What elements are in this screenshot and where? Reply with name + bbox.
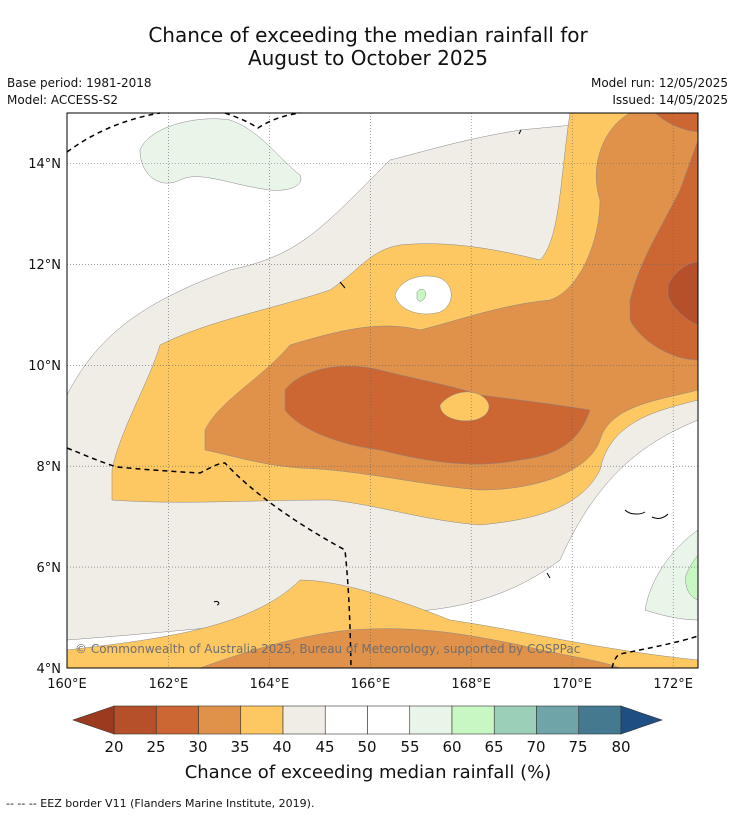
region-55-60-nw bbox=[139, 118, 302, 191]
colorbar-tick: 75 bbox=[568, 738, 587, 756]
colorbar-tick: 25 bbox=[146, 738, 165, 756]
colorbar-bin bbox=[198, 705, 242, 735]
lon-label: 168°E bbox=[451, 677, 491, 692]
lon-label: 170°E bbox=[552, 677, 592, 692]
region-35-40-island bbox=[439, 391, 490, 421]
colorbar-tick: 20 bbox=[104, 738, 123, 756]
eez-footnote: -- -- -- EEZ border V11 (Flanders Marine… bbox=[6, 797, 315, 810]
lat-label: 8°N bbox=[37, 460, 62, 475]
colorbar-high-extension bbox=[620, 705, 663, 735]
colorbar-label: Chance of exceeding median rainfall (%) bbox=[185, 762, 552, 783]
lon-label: 172°E bbox=[653, 677, 693, 692]
colorbar-tick: 50 bbox=[357, 738, 376, 756]
colorbar-bin bbox=[155, 705, 199, 735]
colorbar-bin bbox=[324, 705, 368, 735]
colorbar-tick: 40 bbox=[272, 738, 291, 756]
colorbar-tick: 60 bbox=[442, 738, 461, 756]
region-25-30 bbox=[284, 365, 591, 465]
region-25-30-ne bbox=[654, 113, 698, 133]
issued-date: Issued: 14/05/2025 bbox=[612, 93, 728, 107]
colorbar-tick: 35 bbox=[230, 738, 249, 756]
colorbar bbox=[72, 705, 663, 735]
lat-label: 14°N bbox=[28, 157, 61, 172]
colorbar-bin bbox=[240, 705, 284, 735]
colorbar-tick: 65 bbox=[484, 738, 503, 756]
lon-label: 164°E bbox=[250, 677, 290, 692]
colorbar-tick: 45 bbox=[315, 738, 334, 756]
map-title-line-1: Chance of exceeding the median rainfall … bbox=[148, 23, 588, 47]
latitude-labels: 14°N 12°N 10°N 8°N 6°N 4°N bbox=[28, 157, 61, 677]
map-title-line-2: August to October 2025 bbox=[247, 46, 489, 70]
colorbar-bin bbox=[409, 705, 453, 735]
island-outlines bbox=[213, 129, 669, 606]
colorbar-bin bbox=[113, 705, 157, 735]
model-name: Model: ACCESS-S2 bbox=[7, 93, 119, 107]
colorbar-bin bbox=[367, 705, 411, 735]
rainfall-probability-field bbox=[67, 113, 698, 668]
colorbar-bin bbox=[493, 705, 537, 735]
colorbar-tick: 80 bbox=[611, 738, 630, 756]
lat-label: 12°N bbox=[28, 258, 61, 273]
region-60-65-se bbox=[685, 554, 698, 601]
model-run-date: Model run: 12/05/2025 bbox=[590, 76, 728, 90]
colorbar-bin bbox=[578, 705, 622, 735]
longitude-labels: 160°E 162°E 164°E 166°E 168°E 170°E 172°… bbox=[47, 677, 693, 692]
colorbar-tick: 30 bbox=[188, 738, 207, 756]
lon-label: 166°E bbox=[351, 677, 391, 692]
colorbar-tick-labels: 20 25 30 35 40 45 50 55 60 65 70 75 80 bbox=[104, 738, 630, 756]
colorbar-tick: 70 bbox=[526, 738, 545, 756]
region-35-40-south bbox=[67, 579, 698, 668]
region-30-35-south bbox=[199, 628, 621, 668]
lat-label: 4°N bbox=[37, 662, 62, 677]
colorbar-tick: 55 bbox=[400, 738, 419, 756]
eez-border bbox=[66, 112, 699, 669]
lat-label: 6°N bbox=[37, 561, 62, 576]
colorbar-bin bbox=[451, 705, 495, 735]
lon-label: 162°E bbox=[149, 677, 189, 692]
colorbar-low-extension bbox=[72, 705, 115, 735]
lon-label: 160°E bbox=[47, 677, 87, 692]
map-frame bbox=[66, 112, 699, 669]
region-20-25 bbox=[667, 261, 698, 326]
map-gridlines bbox=[67, 113, 698, 668]
colorbar-bin bbox=[536, 705, 580, 735]
base-period: Base period: 1981-2018 bbox=[7, 76, 152, 90]
region-55-60-small bbox=[416, 289, 427, 302]
colorbar-bin bbox=[282, 705, 326, 735]
lat-label: 10°N bbox=[28, 359, 61, 374]
copyright-notice: © Commonwealth of Australia 2025, Bureau… bbox=[75, 642, 580, 656]
